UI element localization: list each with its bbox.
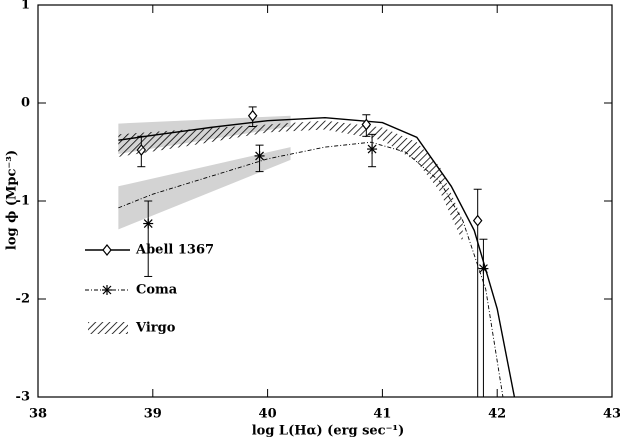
x-tick-label: 42 (488, 407, 506, 422)
error-band (118, 147, 291, 230)
legend-label: Coma (136, 283, 178, 298)
asterisk-stroke (102, 285, 112, 295)
x-tick-label: 39 (144, 407, 162, 422)
asterisk-stroke (143, 219, 153, 228)
marker (478, 263, 489, 274)
curve (118, 141, 504, 397)
virgo-band (118, 120, 463, 243)
x-tick-label: 40 (259, 407, 277, 422)
asterisk-stroke (478, 264, 488, 274)
marker (472, 214, 483, 227)
asterisk-stroke (255, 151, 264, 161)
legend-marker (102, 244, 112, 256)
x-tick-label: 38 (29, 407, 47, 422)
y-tick-label: -3 (16, 390, 30, 405)
marker (254, 150, 265, 161)
legend-label: Abell 1367 (135, 243, 214, 258)
diamond-marker (472, 214, 483, 227)
y-tick-label: 0 (21, 96, 30, 111)
legend-marker (102, 285, 112, 295)
x-tick-label: 41 (373, 407, 391, 422)
y-tick-label: 1 (21, 0, 30, 13)
y-axis-label: log ϕ (Mpc⁻³) (5, 150, 20, 250)
marker (143, 218, 154, 229)
legend-label: Virgo (135, 321, 176, 336)
marker (247, 109, 258, 122)
y-tick-label: -2 (16, 292, 30, 307)
x-axis-label: log L(Hα) (erg sec⁻¹) (252, 424, 405, 439)
x-tick-label: 43 (603, 407, 620, 422)
diamond-marker (247, 109, 258, 122)
legend-swatch (88, 322, 128, 334)
diamond-marker (102, 244, 112, 256)
plot-area (118, 106, 516, 397)
asterisk-stroke (367, 144, 377, 154)
y-tick-label: -1 (16, 194, 30, 209)
marker (367, 144, 378, 155)
